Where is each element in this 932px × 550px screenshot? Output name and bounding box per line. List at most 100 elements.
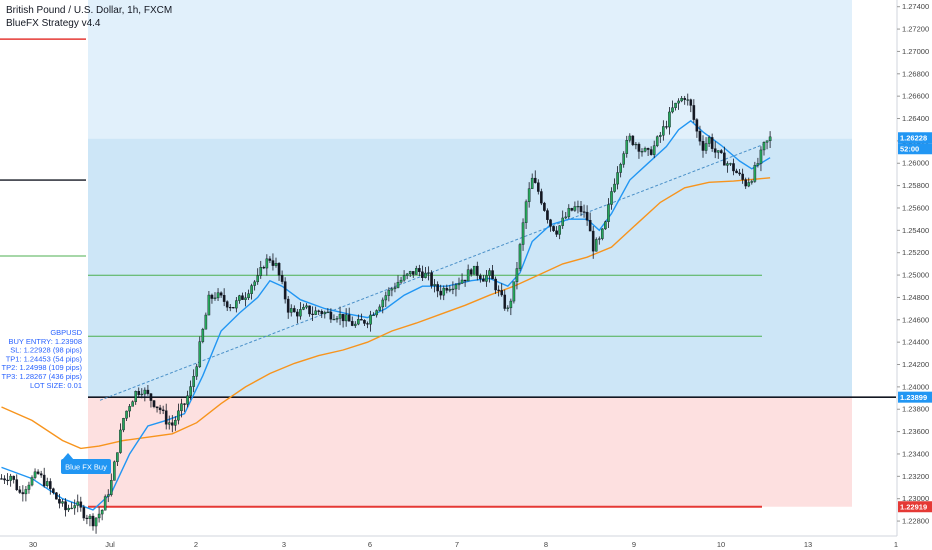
candle <box>582 204 586 218</box>
candle <box>45 477 49 488</box>
ema-slow-line <box>1 177 771 450</box>
candle <box>137 387 141 398</box>
countdown-tag-bg <box>898 143 932 155</box>
candle <box>52 487 55 495</box>
candle-body <box>79 501 83 508</box>
candle-body <box>204 314 208 330</box>
candle <box>204 312 208 330</box>
time-axis[interactable]: 30 Jul 2 3 6 7 8 9 10 13 1 <box>0 535 898 549</box>
candle-body <box>765 140 769 143</box>
candle-body <box>238 295 241 301</box>
candle <box>94 517 98 534</box>
candle-body <box>640 151 644 153</box>
candle-body <box>625 140 629 154</box>
candle-body <box>3 478 6 481</box>
candle-body <box>750 181 754 183</box>
candle-body <box>308 305 311 315</box>
candle <box>558 225 561 240</box>
candle-body <box>97 513 101 519</box>
candle-body <box>677 100 680 104</box>
candle-body <box>665 126 668 128</box>
trend-line <box>99 143 765 401</box>
candle-body <box>622 153 625 165</box>
candle <box>628 133 632 143</box>
entry-price-tag: 1.23899 <box>898 391 932 403</box>
candle-body <box>674 102 677 108</box>
candle <box>451 281 455 295</box>
candle <box>655 135 659 148</box>
candle-body <box>537 182 540 192</box>
candle-body <box>576 205 580 208</box>
candle <box>73 499 76 515</box>
candle-body <box>402 275 406 281</box>
candle <box>512 281 516 304</box>
candle <box>524 199 528 230</box>
candle-body <box>689 99 693 106</box>
candle <box>671 100 674 114</box>
candle-body <box>12 475 16 480</box>
candle-body <box>219 292 223 296</box>
candle <box>67 504 70 512</box>
candle <box>253 280 256 291</box>
candle-body <box>158 407 162 411</box>
candle <box>326 308 330 314</box>
candle <box>668 106 671 135</box>
candle-body <box>701 141 705 151</box>
candle <box>765 140 769 150</box>
candle <box>314 306 317 316</box>
entry-price-tag-bg <box>898 391 932 403</box>
info-line: BUY ENTRY: 1.23908 <box>8 337 82 346</box>
candle <box>631 135 635 147</box>
candle <box>280 270 284 285</box>
candle-body <box>494 278 497 291</box>
candle <box>466 264 470 282</box>
candle <box>677 98 680 110</box>
price-tick-label: 1.24200 <box>902 360 929 369</box>
info-line: TP2: 1.24998 (109 pips) <box>2 363 83 372</box>
buy-label-pointer <box>62 453 74 460</box>
candle-body <box>408 271 412 275</box>
candle-body <box>122 418 125 431</box>
candle <box>302 303 305 311</box>
candle <box>274 257 278 268</box>
candle <box>39 470 43 478</box>
candle <box>622 151 625 168</box>
candle <box>189 380 192 400</box>
candle <box>643 146 647 153</box>
candle-body <box>710 137 714 149</box>
price-tick-label: 1.26400 <box>902 114 929 123</box>
candle-body <box>649 149 653 155</box>
candle-body <box>671 107 674 113</box>
candle <box>186 390 189 408</box>
price-tick-label: 1.24000 <box>902 382 929 391</box>
candle-body <box>167 422 171 425</box>
candle-body <box>344 314 348 322</box>
candle <box>347 307 351 322</box>
candle <box>704 137 708 154</box>
candle <box>625 135 629 158</box>
candle-body <box>399 279 403 283</box>
candle <box>6 473 9 486</box>
candle <box>698 125 702 146</box>
candle-body <box>360 318 363 321</box>
price-axis[interactable]: 1.22800 1.23000 1.23200 1.23400 1.23600 1.238… <box>896 0 932 550</box>
candle-body <box>723 152 726 166</box>
candle-body <box>146 389 150 394</box>
candle-body <box>24 489 28 495</box>
candle-body <box>128 406 131 412</box>
candle <box>131 400 134 407</box>
candle <box>756 157 760 168</box>
candle-body <box>350 321 354 326</box>
candle-body <box>668 111 671 128</box>
candle-body <box>174 419 177 426</box>
candle <box>546 208 549 224</box>
candle-body <box>482 278 485 282</box>
candle-body <box>479 275 482 280</box>
candle <box>488 268 491 283</box>
candle-body <box>140 393 144 396</box>
candle <box>701 135 705 158</box>
time-tick-label: Jul <box>105 540 115 549</box>
candle-body <box>457 283 461 286</box>
candle-body <box>323 312 327 315</box>
